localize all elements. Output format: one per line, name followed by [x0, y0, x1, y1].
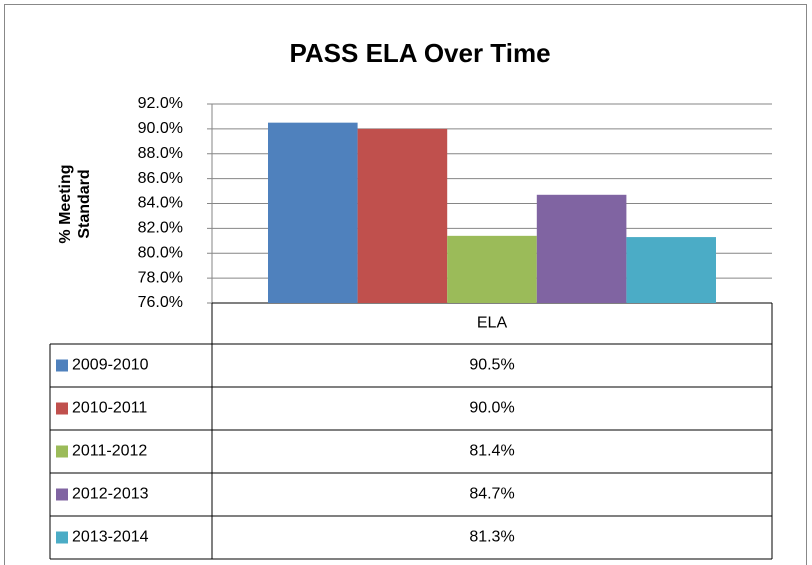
- bar: [357, 128, 448, 303]
- y-tick-label: 92.0%: [138, 95, 183, 112]
- data-label: 81.4%: [469, 443, 514, 460]
- y-tick-label: 84.0%: [138, 195, 183, 212]
- legend-key: [56, 402, 68, 415]
- legend-label: 2013-2014: [72, 529, 149, 546]
- y-axis-label: % Meeting Standard: [57, 164, 93, 243]
- bar: [626, 237, 716, 303]
- legend-label: 2009-2010: [72, 357, 149, 374]
- y-tick-label: 82.0%: [138, 220, 183, 237]
- data-label: 90.5%: [469, 357, 514, 374]
- y-tick-label: 78.0%: [138, 269, 183, 286]
- y-tick-label: 86.0%: [138, 170, 183, 187]
- legend-label: 2012-2013: [72, 486, 149, 503]
- legend-key: [56, 359, 68, 372]
- legend-key: [56, 531, 68, 544]
- x-tick-label: ELA: [477, 315, 508, 332]
- legend-label: 2010-2011: [72, 400, 147, 417]
- y-tick-label: 88.0%: [138, 145, 183, 162]
- data-label: 90.0%: [469, 400, 514, 417]
- data-label: 84.7%: [469, 486, 514, 503]
- legend-key: [56, 488, 68, 501]
- y-tick-label: 80.0%: [138, 244, 183, 261]
- y-tick-label: 76.0%: [138, 294, 183, 311]
- data-label: 81.3%: [469, 529, 514, 546]
- legend-label: 2011-2012: [72, 443, 147, 460]
- legend-key: [56, 445, 68, 458]
- chart-title: PASS ELA Over Time: [289, 38, 550, 68]
- bar: [268, 122, 358, 303]
- bar: [536, 194, 627, 303]
- bar: [447, 235, 537, 303]
- y-tick-label: 90.0%: [138, 120, 183, 137]
